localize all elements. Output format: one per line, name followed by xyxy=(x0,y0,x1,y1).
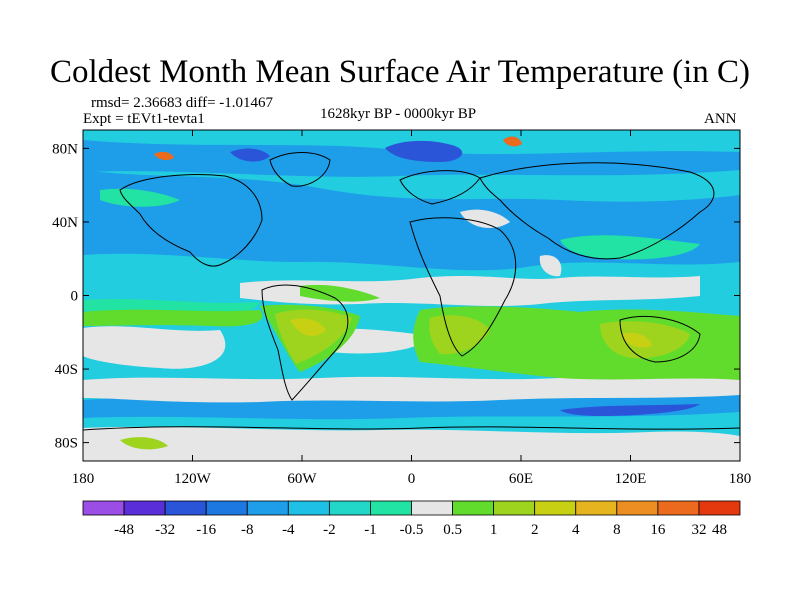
colorbar-swatch xyxy=(370,500,412,516)
lat-tick-label: 40S xyxy=(55,362,78,378)
colorbar-label: -4 xyxy=(282,522,295,538)
colorbar-label: -32 xyxy=(155,522,175,538)
colorbar-label: 4 xyxy=(572,522,580,538)
lon-tick-label: 0 xyxy=(408,471,416,487)
colorbar-label: -8 xyxy=(241,522,254,538)
lon-tick-label: 60E xyxy=(509,471,533,487)
experiment-label: Expt = tEVt1-tevta1 xyxy=(83,111,205,127)
cool-deep-regions xyxy=(230,140,700,416)
colorbar-swatch xyxy=(411,500,453,516)
rmsd-diff-label: rmsd= 2.36683 diff= -1.01467 xyxy=(91,95,274,111)
warm-plus4-regions xyxy=(290,318,652,348)
longitude-ticks: 180 120W 60W 0 60E 120E 180 xyxy=(72,130,752,487)
colorbar-swatch xyxy=(493,500,536,516)
colorbar-swatch xyxy=(287,500,330,516)
lon-tick-label: 60W xyxy=(287,471,317,487)
colorbar-swatch xyxy=(534,500,577,516)
lon-tick-label: 180 xyxy=(729,471,752,487)
colorbar-label: -0.5 xyxy=(400,522,424,538)
colorbar-label: 16 xyxy=(650,522,666,538)
map-title: Coldest Month Mean Surface Air Temperatu… xyxy=(50,54,750,90)
colorbar-swatch xyxy=(657,500,700,516)
colorbar-label: -16 xyxy=(196,522,216,538)
colorbar-swatch xyxy=(698,500,741,516)
lon-tick-label: 120E xyxy=(615,471,647,487)
season-label: ANN xyxy=(704,111,737,127)
colorbar-swatch xyxy=(82,500,125,516)
colorbar-label: 1 xyxy=(490,522,498,538)
lat-tick-label: 0 xyxy=(71,289,79,305)
colorbar-swatch xyxy=(575,500,618,516)
colorbar-label: 0.5 xyxy=(443,522,462,538)
colorbar-swatch xyxy=(616,500,659,516)
neutral-bands xyxy=(83,209,740,461)
colorbar: -48 -32 -16 -8 -4 -2 -1 -0.5 0.5 1 2 4 8 16 32 48 xyxy=(82,500,741,538)
lat-tick-label: 80N xyxy=(52,141,78,157)
colorbar-label: -48 xyxy=(114,522,134,538)
colorbar-label: -2 xyxy=(323,522,336,538)
colorbar-label: 48 xyxy=(712,522,727,538)
period-label: 1628kyr BP - 0000kyr BP xyxy=(320,106,477,122)
colorbar-swatch xyxy=(123,500,166,516)
latitude-ticks: 80N 40N 0 40S 80S xyxy=(52,141,740,452)
hot-regions xyxy=(154,136,522,161)
lat-tick-label: 80S xyxy=(55,436,78,452)
map-field xyxy=(83,130,740,461)
colorbar-swatch xyxy=(246,500,289,516)
colorbar-label: 2 xyxy=(531,522,539,538)
coastlines xyxy=(83,152,740,431)
lat-tick-label: 40N xyxy=(52,215,78,231)
colorbar-label: -1 xyxy=(364,522,377,538)
colorbar-swatch xyxy=(164,500,207,516)
lon-tick-label: 120W xyxy=(174,471,212,487)
colorbar-swatch xyxy=(452,500,495,516)
lon-tick-label: 180 xyxy=(72,471,95,487)
colorbar-swatch xyxy=(205,500,248,516)
colorbar-label: 8 xyxy=(613,522,621,538)
colorbar-label: 32 xyxy=(691,522,706,538)
colorbar-swatch xyxy=(328,500,371,516)
